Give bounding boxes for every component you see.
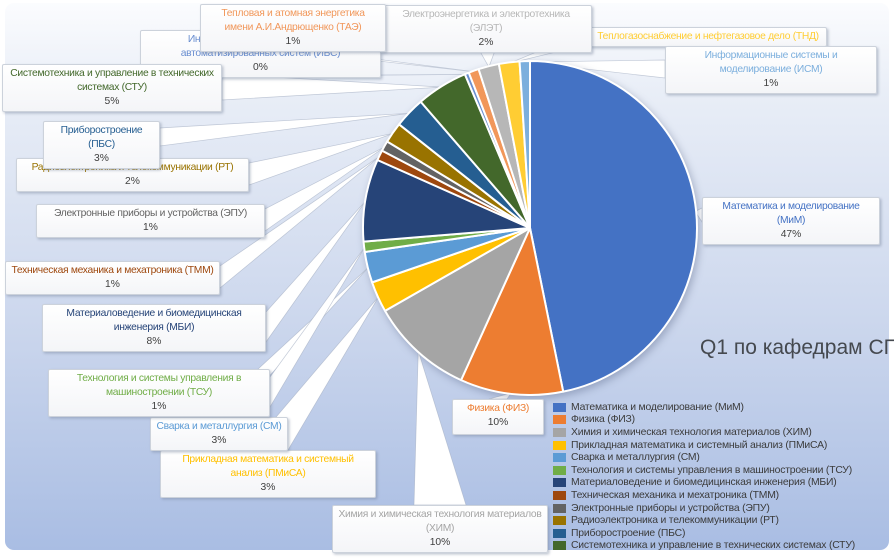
callout-name: Физика (ФИЗ)	[466, 403, 530, 414]
legend-item[interactable]: Приборостроение (ПБС)	[553, 527, 855, 540]
legend-item[interactable]: Техническая механика и мехатроника (ТММ)	[553, 489, 855, 502]
pie-slice[interactable]	[529, 60, 698, 393]
legend: Математика и моделирование (МиМ) Физика (…	[553, 401, 855, 552]
legend-swatch	[553, 490, 566, 500]
callout-percent: 2%	[125, 176, 140, 187]
legend-label: Физика (ФИЗ)	[571, 414, 635, 426]
callout-label[interactable]: Теплогазоснабжение и нефтегазовое дело (…	[589, 27, 827, 47]
leader-beam	[159, 112, 411, 147]
callout-name: Техническая механика и мехатроника (ТММ)	[11, 265, 214, 276]
pie-slice[interactable]	[460, 227, 565, 396]
callout-label[interactable]: Системотехника и управление в технически…	[2, 64, 222, 112]
legend-swatch	[553, 478, 566, 488]
legend-swatch	[553, 427, 566, 437]
legend-item[interactable]: Математика и моделирование (МиМ)	[553, 401, 855, 414]
callout-label[interactable]: Тепловая и атомная энергетика имени А.И.…	[200, 4, 386, 52]
legend-swatch	[553, 503, 566, 513]
callout-percent: 5%	[104, 96, 120, 107]
legend-label: Электронные приборы и устройства (ЭПУ)	[571, 502, 770, 514]
callout-name: Математика и моделирование (МиМ)	[722, 201, 860, 226]
legend-item[interactable]: Технология и системы управления в машино…	[553, 464, 855, 477]
callout-label[interactable]: Технология и системы управления в машино…	[48, 369, 270, 417]
callout-label[interactable]: Прикладная математика и системный анализ…	[160, 450, 376, 498]
leader-beam	[265, 199, 367, 344]
legend-label: Сварка и металлургия (СМ)	[571, 452, 700, 464]
legend-swatch	[553, 528, 566, 538]
callout-label[interactable]: Сварка и металлургия (СМ) 3%	[150, 417, 288, 451]
legend-label: Математика и моделирование (МиМ)	[571, 401, 744, 413]
legend-item[interactable]: Физика (ФИЗ)	[553, 414, 855, 427]
legend-label: Технология и системы управления в машино…	[571, 464, 852, 476]
callout-percent: 3%	[211, 435, 227, 446]
callout-name: Теплогазоснабжение и нефтегазовое дело (…	[597, 31, 819, 42]
callout-name: Технология и системы управления в машино…	[76, 373, 242, 398]
callout-percent: 10%	[429, 537, 451, 548]
legend-label: Радиоэлектроника и телекоммуникации (РТ)	[571, 515, 779, 527]
legend-label: Техническая механика и мехатроника (ТММ)	[571, 489, 779, 501]
pie-slices	[362, 60, 698, 396]
callout-name: Электроэнергетика и электротехника (ЭЛЭТ…	[402, 9, 570, 34]
legend-item[interactable]: Радиоэлектроника и телекоммуникации (РТ)	[553, 514, 855, 527]
legend-swatch	[553, 402, 566, 412]
callout-name: Электронные приборы и устройства (ЭПУ)	[54, 208, 247, 219]
legend-item[interactable]: Материаловедение и биомедицинская инжене…	[553, 477, 855, 490]
callout-label[interactable]: Электроэнергетика и электротехника (ЭЛЭТ…	[380, 5, 592, 53]
legend-swatch	[553, 465, 566, 475]
legend-label: Материаловедение и биомедицинская инжене…	[571, 477, 837, 489]
legend-item[interactable]: Прикладная математика и системный анализ…	[553, 439, 855, 452]
legend-swatch	[553, 516, 566, 526]
callout-label[interactable]: Информационные системы и моделирование (…	[665, 46, 877, 94]
leader-beam	[248, 132, 394, 186]
legend-label: Приборостроение (ПБС)	[571, 527, 686, 539]
legend-swatch	[553, 541, 566, 551]
callout-name: Системотехника и управление в технически…	[10, 68, 214, 93]
callout-name: Сварка и металлургия (СМ)	[156, 421, 282, 432]
callout-percent: 3%	[260, 482, 276, 493]
legend-label: Химия и химическая технология материалов…	[571, 426, 812, 438]
chart-title: Q1 по кафедрам СГТУ	[700, 336, 894, 359]
leader-beam	[269, 246, 366, 409]
leader-beam	[264, 146, 386, 232]
callout-percent: 1%	[285, 36, 301, 47]
legend-swatch	[553, 415, 566, 425]
callout-percent: 1%	[105, 279, 120, 290]
callout-label[interactable]: Приборостроение (ПБС) 3%	[43, 121, 160, 169]
callout-percent: 10%	[487, 417, 509, 428]
callout-name: Информационные системы и моделирование (…	[704, 50, 838, 75]
legend-item[interactable]: Системотехника и управление в технически…	[553, 540, 855, 553]
callout-percent: 3%	[94, 153, 109, 164]
legend-item[interactable]: Химия и химическая технология материалов…	[553, 426, 855, 439]
leader-beam	[219, 155, 381, 289]
callout-label[interactable]: Техническая механика и мехатроника (ТММ)…	[5, 261, 220, 295]
callout-name: Приборостроение (ПБС)	[60, 125, 143, 150]
pie-slice[interactable]	[518, 60, 531, 229]
callout-name: Материаловедение и биомедицинская инжене…	[66, 308, 242, 333]
callout-label[interactable]: Электронные приборы и устройства (ЭПУ) 1%	[36, 204, 265, 238]
callout-percent: 1%	[763, 78, 779, 89]
legend-item[interactable]: Сварка и металлургия (СМ)	[553, 451, 855, 464]
legend-label: Системотехника и управление в технически…	[571, 540, 855, 552]
legend-item[interactable]: Электронные приборы и устройства (ЭПУ)	[553, 502, 855, 515]
legend-label: Прикладная математика и системный анализ…	[571, 439, 828, 451]
callout-name: Химия и химическая технология материалов…	[338, 509, 542, 534]
callout-percent: 47%	[780, 229, 802, 240]
callout-name: Тепловая и атомная энергетика имени А.И.…	[221, 8, 365, 33]
callout-percent: 1%	[151, 401, 167, 412]
callout-percent: 1%	[143, 222, 158, 233]
callout-percent: 2%	[478, 37, 494, 48]
legend-swatch	[553, 453, 566, 463]
callout-label[interactable]: Материаловедение и биомедицинская инжене…	[42, 304, 266, 352]
callout-label[interactable]: Физика (ФИЗ) 10%	[452, 399, 544, 435]
callout-percent: 8%	[146, 336, 162, 347]
callout-label[interactable]: Математика и моделирование (МиМ) 47%	[702, 197, 880, 245]
legend-swatch	[553, 440, 566, 450]
callout-label[interactable]: Химия и химическая технология материалов…	[332, 505, 548, 553]
callout-name: Прикладная математика и системный анализ…	[182, 454, 354, 479]
callout-percent: 0%	[253, 62, 268, 73]
leader-beam	[221, 73, 443, 101]
pie-slice[interactable]	[384, 227, 531, 382]
